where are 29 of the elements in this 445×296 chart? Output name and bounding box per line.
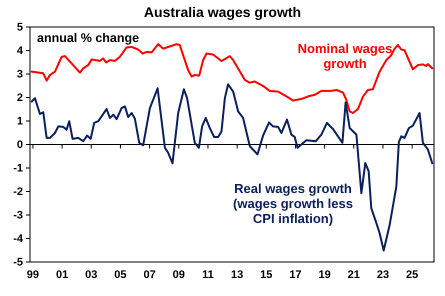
y-tick-label: 3 [16,68,23,81]
chart-title: Australia wages growth [144,4,302,20]
x-tick-label: 11 [202,268,214,281]
y-tick-label: 0 [16,139,23,152]
x-tick-label: 23 [376,268,390,281]
y-tick-label: 1 [16,116,23,128]
x-tick-label: 15 [260,268,272,281]
x-tick-label: 01 [56,268,68,281]
x-tick-label: 13 [230,268,244,281]
x-tick-label: 03 [85,268,98,281]
x-tick-label: 99 [26,268,40,281]
x-tick-label: 05 [114,268,127,281]
x-tick-label: 25 [406,268,418,281]
x-tick-label: 19 [318,268,331,281]
x-tick-label: 09 [172,268,185,281]
y-tick-label: -1 [13,162,23,175]
x-tick-label: 21 [348,268,360,281]
y-tick-label: 5 [16,22,23,34]
series-label: Real wages growth (wages growth less CPI inflation) [233,181,353,226]
y-tick-label: -5 [13,256,23,269]
y-tick-label: 4 [16,45,24,58]
y-tick-label: -2 [13,186,23,198]
x-tick-label: 17 [289,268,302,281]
x-tick-label: 07 [143,268,156,281]
y-axis-title: annual % change [37,31,140,45]
y-tick-label: 2 [16,92,23,104]
series-label: Nominal wages growth [298,41,392,71]
y-tick-label: -3 [13,210,23,222]
y-tick-label: -4 [13,233,24,246]
